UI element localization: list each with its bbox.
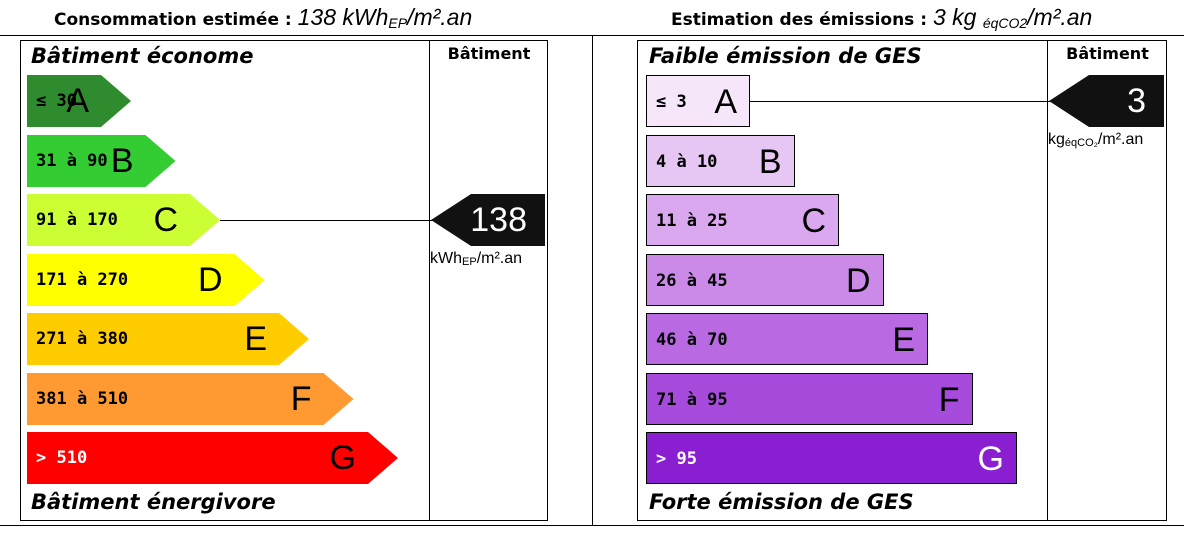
energy-class-c-bar: 91 à 170 C — [27, 194, 220, 246]
ges-class-a-letter: A — [714, 83, 737, 121]
energy-class-f-letter: F — [290, 380, 312, 418]
ges-class-f-range: 71 à 95 — [656, 390, 728, 410]
energy-class-d-range: 171 à 270 — [36, 270, 129, 290]
energy-class-g-range: > 510 — [36, 448, 88, 468]
energy-class-c-letter: C — [153, 201, 178, 239]
ges-class-e-range: 46 à 70 — [656, 330, 728, 350]
ges-unit: kgéqCO₂/m².an — [1048, 131, 1144, 149]
energy-class-c-range: 91 à 170 — [36, 210, 118, 230]
energy-class-a-range: ≤ 30 — [36, 91, 77, 111]
ges-class-g-letter: G — [977, 440, 1004, 478]
ges-class-c-range: 11 à 25 — [656, 211, 728, 231]
ges-bottom-label: Forte émission de GES — [649, 490, 914, 514]
ges-top-label: Faible émission de GES — [649, 44, 922, 68]
ges-class-d-letter: D — [845, 262, 871, 300]
ges-class-d-bar: 26 à 45 D — [646, 254, 884, 306]
ges-heading: Estimation des émissions : 3 kg éqCO2/m²… — [671, 2, 1092, 32]
energy-class-e-letter: E — [244, 320, 267, 358]
energy-class-g-letter: G — [329, 439, 356, 477]
energy-class-a-letter: A — [66, 82, 89, 120]
energy-column-header: Bâtiment — [447, 44, 531, 63]
ges-heading-label: Estimation des émissions : — [671, 10, 933, 30]
ges-class-e-letter: E — [892, 321, 915, 359]
ges-class-c-bar: 11 à 25 C — [646, 194, 839, 246]
ges-class-a-bar: ≤ 3 A — [646, 75, 750, 127]
ges-class-b-letter: B — [758, 143, 782, 181]
energy-class-e-range: 271 à 380 — [36, 329, 129, 349]
ges-class-d-range: 26 à 45 — [656, 271, 728, 291]
ges-class-b-bar: 4 à 10 B — [646, 135, 795, 187]
energy-top-label: Bâtiment économe — [31, 44, 254, 68]
energy-class-b-letter: B — [110, 142, 134, 180]
energy-heading-value: 138 kWhEP/m².an — [297, 4, 473, 31]
ges-column-divider — [1047, 41, 1048, 520]
ges-class-g-range: > 95 — [656, 449, 697, 469]
center-divider — [592, 35, 593, 526]
ges-class-g-bar: > 95 G — [646, 432, 1017, 484]
ges-column-header: Bâtiment — [1066, 44, 1149, 63]
ges-class-b-range: 4 à 10 — [656, 152, 718, 172]
energy-class-b-range: 31 à 90 — [36, 151, 108, 171]
energy-class-f-bar: 381 à 510 F — [27, 373, 354, 425]
energy-heading: Consommation estimée : 138 kWhEP/m².an — [54, 2, 472, 32]
energy-column-divider — [429, 41, 430, 520]
energy-unit: kWhEP/m².an — [430, 250, 523, 268]
ges-heading-value: 3 kg éqCO2/m².an — [932, 4, 1093, 31]
ges-panel: Bâtiment Faible émission de GES ≤ 3 A 4 à … — [637, 40, 1167, 521]
energy-marker: 138 — [431, 194, 545, 246]
ges-class-f-letter: F — [938, 381, 960, 419]
energy-class-f-range: 381 à 510 — [36, 389, 129, 409]
ges-class-a-range: ≤ 3 — [656, 92, 687, 112]
energy-class-e-bar: 271 à 380 E — [27, 313, 309, 365]
ges-class-e-bar: 46 à 70 E — [646, 313, 928, 365]
energy-class-d-bar: 171 à 270 D — [27, 254, 265, 306]
energy-heading-label: Consommation estimée : — [54, 10, 298, 30]
ges-class-f-bar: 71 à 95 F — [646, 373, 973, 425]
energy-panel: Bâtiment Bâtiment économe ≤ 30 A 31 à 90 B 9… — [20, 40, 548, 521]
ges-pointer-line — [750, 101, 1051, 102]
energy-class-d-letter: D — [197, 261, 223, 299]
ges-class-c-letter: C — [801, 202, 826, 240]
ges-marker: 3 — [1049, 75, 1164, 127]
energy-class-g-bar: > 510 G — [27, 432, 398, 484]
energy-bottom-label: Bâtiment énergivore — [31, 490, 276, 514]
energy-class-b-bar: 31 à 90 B — [27, 135, 176, 187]
energy-class-a-bar: ≤ 30 A — [27, 75, 131, 127]
energy-pointer-line — [220, 220, 433, 221]
